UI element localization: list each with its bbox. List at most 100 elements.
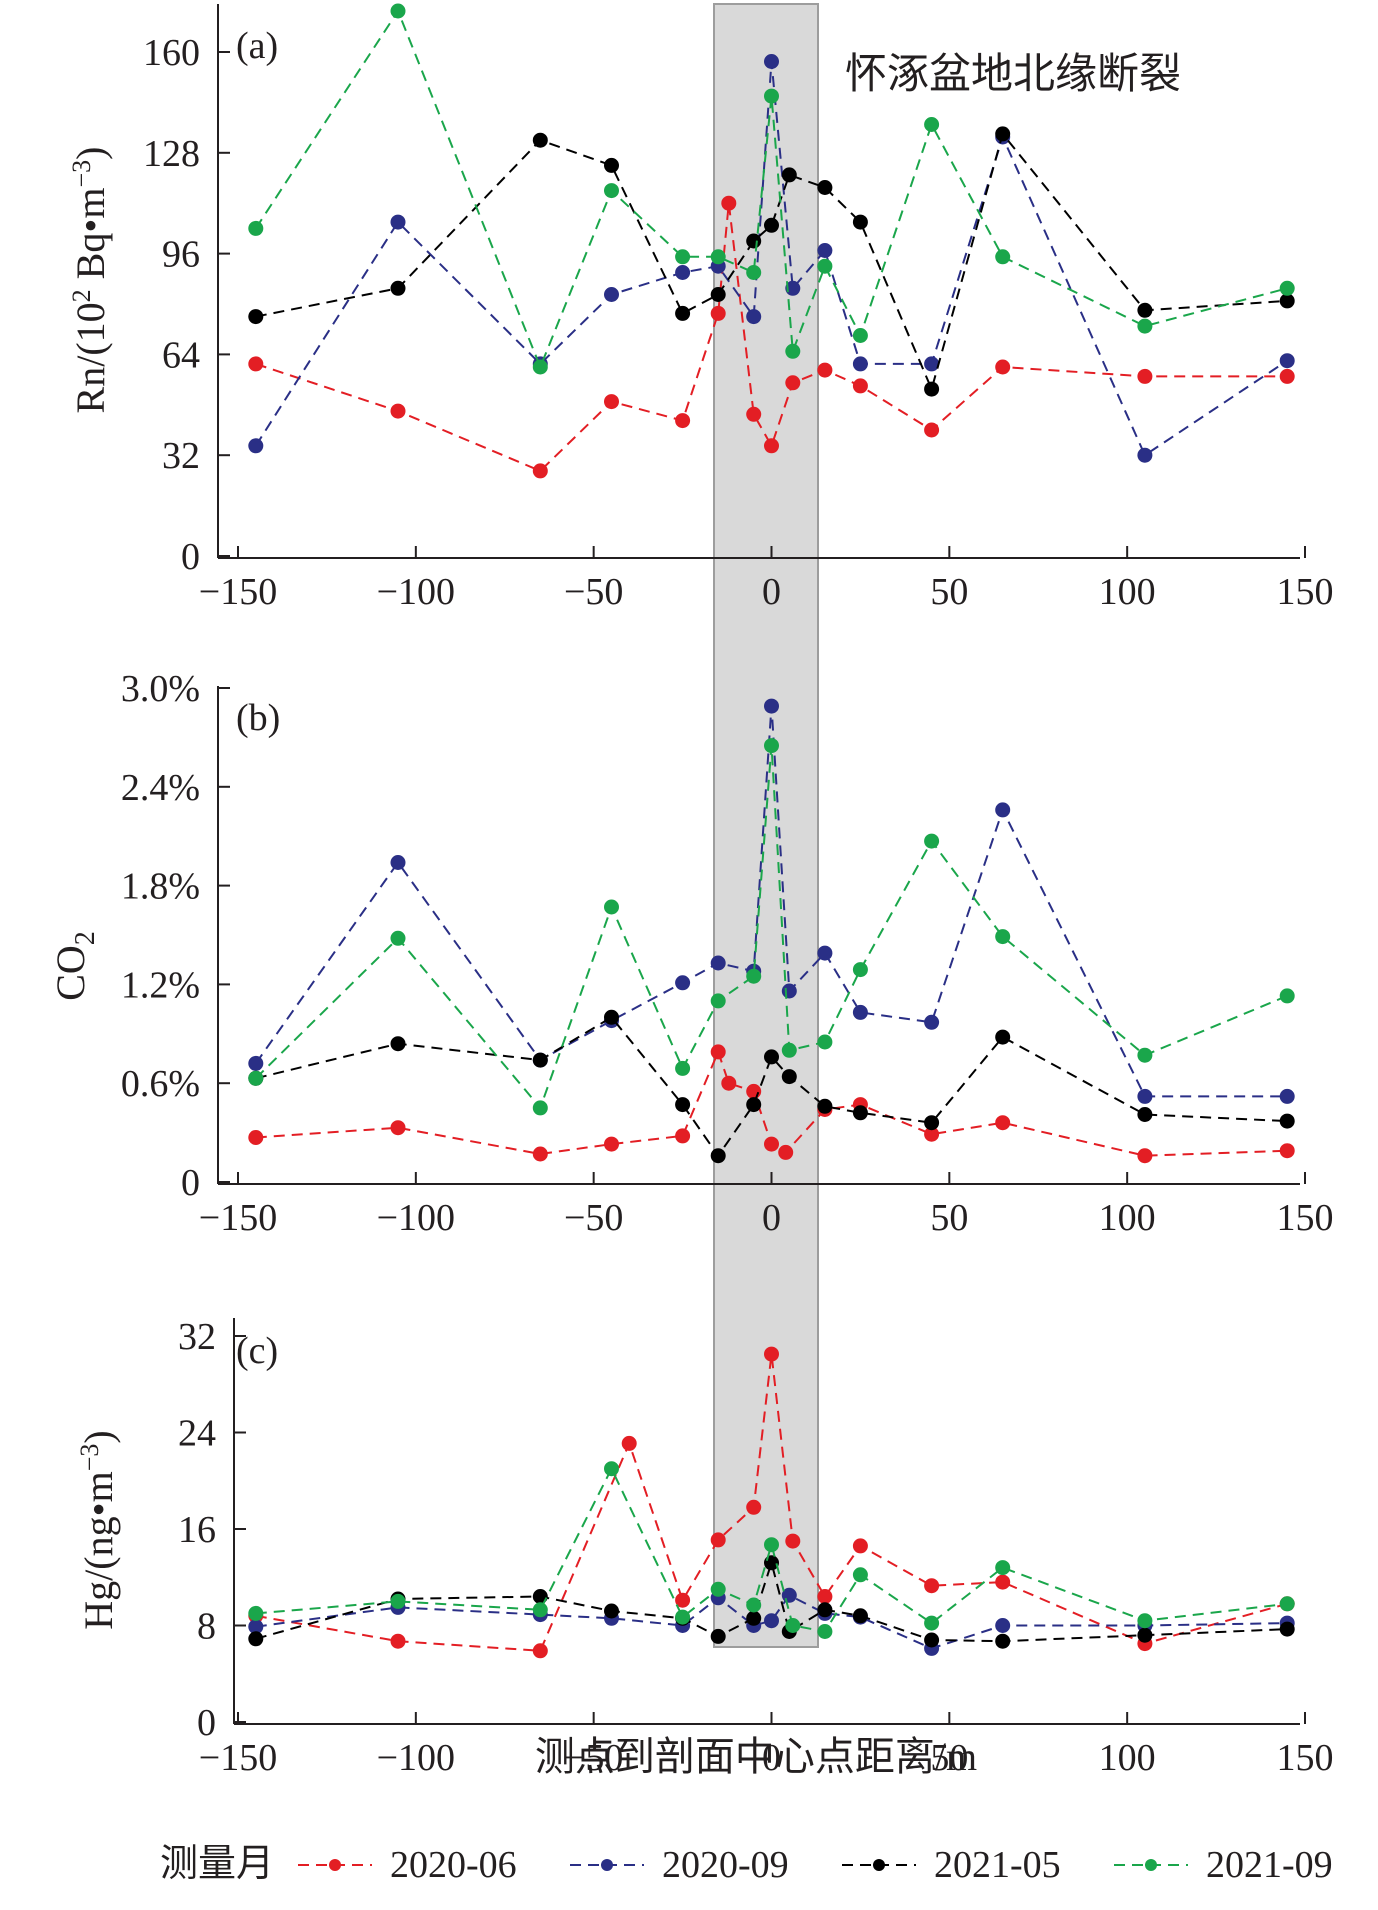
panel-1-point-2020-09 [995, 802, 1011, 818]
panel-1-point-2021-05 [390, 1036, 406, 1052]
panel-2-y-tick-label: 8 [197, 1606, 216, 1648]
panel-1-point-2021-05 [764, 1049, 779, 1065]
panel-1-point-2020-06 [532, 1146, 548, 1162]
panel-2-series-line-2020-06 [255, 1353, 1288, 1652]
panel-0-y-tick-label: 96 [162, 234, 200, 276]
panel-0-point-2020-09 [924, 356, 940, 372]
panel-0-point-2021-09 [248, 220, 264, 236]
panel-b-ylabel-main: CO [48, 945, 93, 1001]
panel-2-y-tick-label: 0 [197, 1702, 216, 1744]
panel-1-point-2021-09 [924, 833, 940, 849]
panel-1-point-2021-09 [710, 993, 726, 1009]
legend-item-2020-09: 2020-09 [570, 1844, 789, 1886]
panel-0-point-2020-06 [764, 438, 779, 454]
x-axis-title: 测点到剖面中心点距离/m [535, 1734, 977, 1779]
panel-2-point-2021-09 [390, 1593, 406, 1609]
panel-2-point-2021-05 [1279, 1621, 1295, 1637]
panel-0-point-2021-09 [995, 249, 1011, 265]
panel-1-point-2021-09 [817, 1034, 833, 1050]
panel-1-point-2020-09 [1279, 1088, 1295, 1104]
panel-2-series-line-2020-09 [255, 1594, 1288, 1650]
panel-1-point-2020-09 [764, 698, 779, 714]
panel-a-rn: (a) 怀涿盆地北缘断裂 Rn/(102 Bq•m−3) 0 32 64 96 128 1… [67, 3, 1334, 613]
panel-c-ylabel-main: Hg/(ng•m [76, 1471, 121, 1629]
panel-0-point-2020-06 [852, 378, 868, 394]
panel-2-point-2021-05 [604, 1603, 619, 1619]
panel-1-point-2020-06 [764, 1136, 779, 1152]
legend-marker-2021-05 [873, 1859, 885, 1871]
panel-2-point-2020-06 [785, 1533, 801, 1549]
panel-0-y-tick-label: 160 [143, 32, 200, 74]
panel-1-point-2020-09 [675, 975, 691, 991]
panel-1-point-2021-09 [764, 738, 779, 754]
panel-1-point-2020-09 [781, 983, 797, 999]
panel-0-y-tick-label: 128 [143, 133, 200, 175]
panel-0-point-2020-06 [746, 406, 762, 422]
panel-0-point-2021-09 [1279, 280, 1295, 296]
panel-1-point-2021-05 [924, 1115, 940, 1131]
panel-2-point-2020-06 [746, 1499, 762, 1515]
panel-2-point-2020-06 [924, 1578, 940, 1594]
legend-marker-2020-09 [601, 1859, 613, 1871]
panel-1-point-2021-05 [995, 1029, 1011, 1045]
panel-0-point-2020-09 [390, 214, 406, 230]
panel-1-point-2020-06 [924, 1126, 940, 1142]
panel-0-point-2020-06 [785, 375, 801, 391]
panel-1-point-2021-09 [390, 930, 406, 946]
panel-0-point-2020-06 [532, 463, 548, 479]
panel-0-point-2020-09 [1137, 447, 1153, 463]
panel-2-point-2021-09 [764, 1537, 779, 1553]
panel-2-point-2021-09 [532, 1602, 548, 1618]
panel-a-ylabel-main: Rn/(10 [68, 302, 113, 413]
panel-2-point-2021-05 [924, 1632, 940, 1648]
panel-2-point-2020-09 [248, 1619, 264, 1635]
panel-2-series-line-2021-05 [255, 1559, 1288, 1643]
panel-1-point-2021-05 [1137, 1107, 1153, 1122]
legend-marker-2020-06 [329, 1859, 341, 1871]
panel-2-y-tick-label: 16 [178, 1509, 216, 1551]
panel-0-point-2021-05 [817, 180, 833, 195]
panel-c-ylabel: Hg/(ng•m−3) [75, 1430, 121, 1629]
panel-0-point-2021-09 [390, 3, 406, 19]
panel-1-point-2021-05 [817, 1098, 833, 1114]
panel-2-point-2020-06 [532, 1643, 548, 1659]
panel-1-x-tick-label: 50 [930, 1197, 968, 1239]
panel-0-point-2021-05 [746, 233, 762, 249]
panel-1-y-tick-label: 0 [181, 1162, 200, 1204]
panel-0-series-line-2021-09 [254, 8, 1288, 370]
panel-1-point-2020-09 [924, 1014, 940, 1030]
panel-0-point-2020-09 [785, 280, 801, 296]
panel-1-x-tick-label: 150 [1277, 1197, 1334, 1239]
panel-0-point-2020-09 [852, 356, 868, 372]
panel-2-point-2021-09 [710, 1581, 726, 1597]
panel-2-point-2020-06 [390, 1633, 406, 1649]
panel-1-point-2021-09 [604, 899, 619, 915]
panel-1-point-2021-05 [1279, 1113, 1295, 1129]
panel-2-point-2021-05 [710, 1628, 726, 1644]
panel-1-y-tick-label: 0.6% [121, 1063, 200, 1105]
panel-0-y-tick-label: 32 [162, 435, 200, 477]
panel-0-x-tick-label: 50 [930, 571, 968, 613]
panel-a-ylabel: Rn/(102 Bq•m−3) [67, 147, 113, 414]
panel-0-y-tick-label: 64 [162, 334, 200, 376]
panel-1-point-2020-06 [675, 1128, 691, 1144]
panel-1-point-2021-05 [532, 1052, 548, 1068]
panel-2-point-2020-06 [764, 1346, 779, 1362]
panel-1-x-tick-label: 100 [1099, 1197, 1156, 1239]
panel-1-point-2021-09 [746, 968, 762, 984]
panel-2-point-2020-06 [710, 1532, 726, 1548]
panel-0-point-2021-05 [1279, 293, 1295, 309]
panel-0-point-2020-06 [924, 422, 940, 438]
panel-2-point-2021-05 [532, 1589, 548, 1604]
panel-1-point-2021-09 [852, 962, 868, 978]
panel-0-point-2021-05 [1137, 302, 1153, 318]
panel-0-x-tick-label: −50 [564, 571, 623, 613]
panel-1-point-2020-09 [390, 855, 406, 870]
panel-1-point-2021-09 [781, 1042, 797, 1058]
panel-1-x-tick-label: −150 [199, 1197, 277, 1239]
panel-2-point-2021-09 [1279, 1596, 1295, 1612]
panel-1-point-2020-06 [721, 1075, 737, 1091]
panel-0-point-2020-09 [248, 438, 264, 454]
panel-0-point-2021-05 [710, 287, 726, 302]
panel-0-point-2021-05 [675, 305, 691, 321]
